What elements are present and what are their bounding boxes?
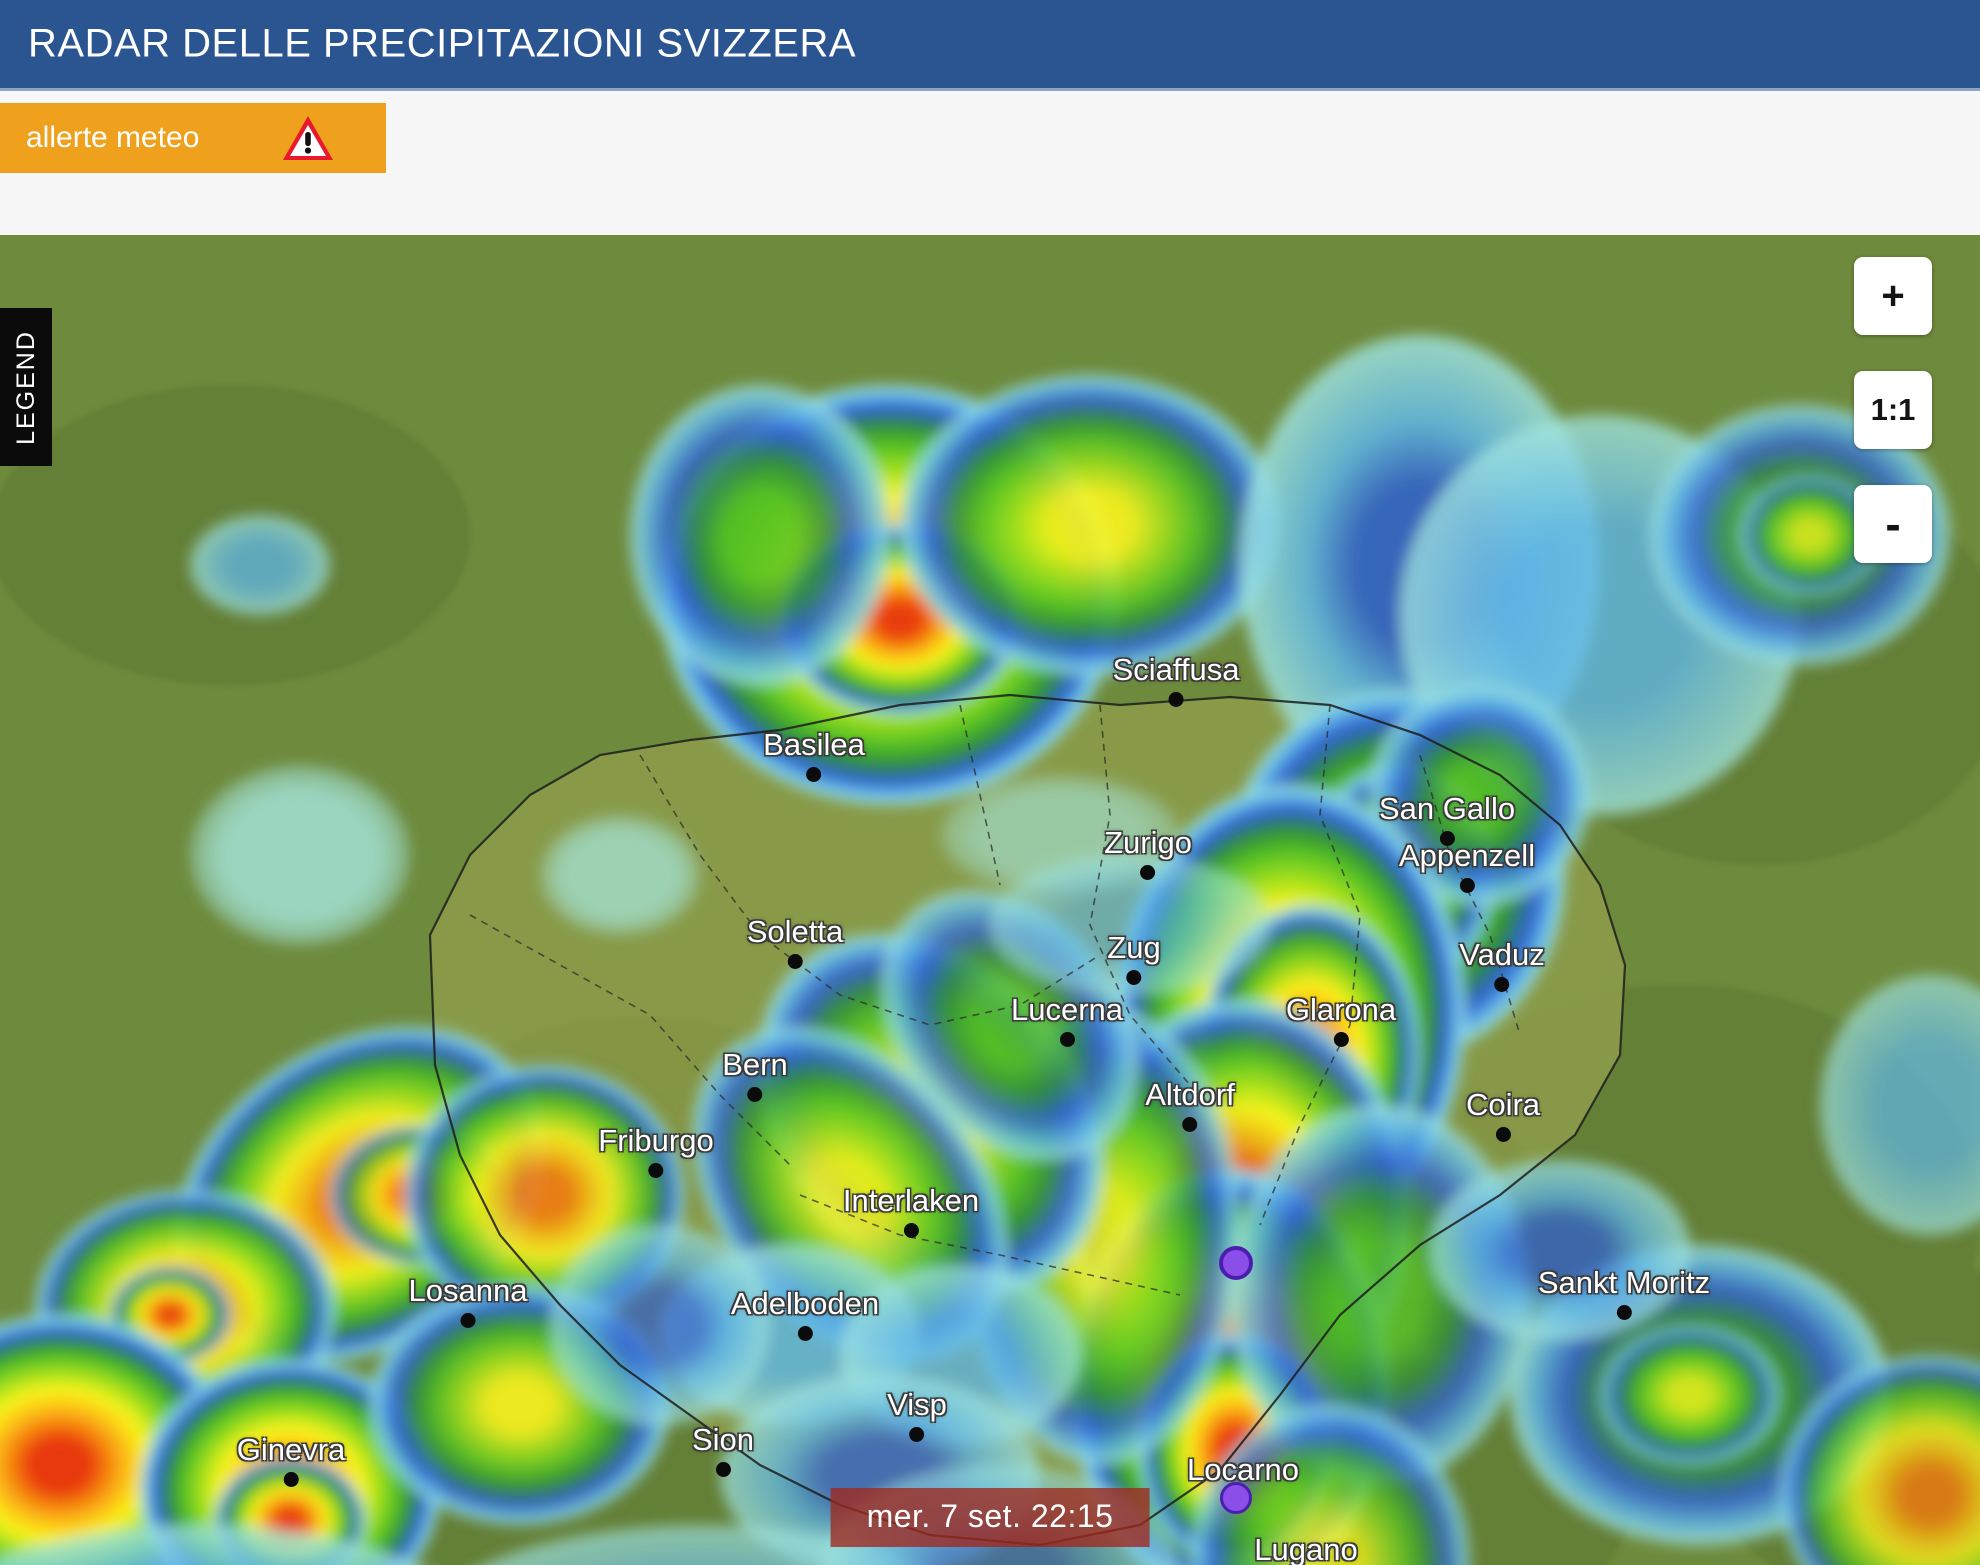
legend-tab[interactable]: LEGEND — [0, 308, 52, 466]
zoom-in-button[interactable]: + — [1854, 257, 1932, 335]
zoom-reset-button[interactable]: 1:1 — [1854, 371, 1932, 449]
warning-triangle-icon — [283, 116, 333, 160]
zoom-out-button[interactable]: - — [1854, 485, 1932, 563]
app-header: RADAR DELLE PRECIPITAZIONI SVIZZERA — [0, 0, 1980, 88]
location-marker[interactable] — [1220, 1482, 1252, 1514]
header-divider — [0, 88, 1980, 91]
page-title: RADAR DELLE PRECIPITAZIONI SVIZZERA — [28, 21, 857, 66]
radar-map[interactable]: LEGEND + 1:1 - Sciaffusa Basilea San Gallo… — [0, 235, 1980, 1565]
radar-map-canvas — [0, 235, 1980, 1565]
alert-strip: allerte meteo — [0, 91, 1980, 235]
weather-alert-badge[interactable]: allerte meteo — [0, 103, 386, 173]
weather-alert-label: allerte meteo — [26, 121, 200, 154]
zoom-controls: + 1:1 - — [1854, 257, 1932, 599]
legend-tab-label: LEGEND — [11, 329, 40, 445]
radar-timestamp: mer. 7 set. 22:15 — [830, 1488, 1150, 1547]
